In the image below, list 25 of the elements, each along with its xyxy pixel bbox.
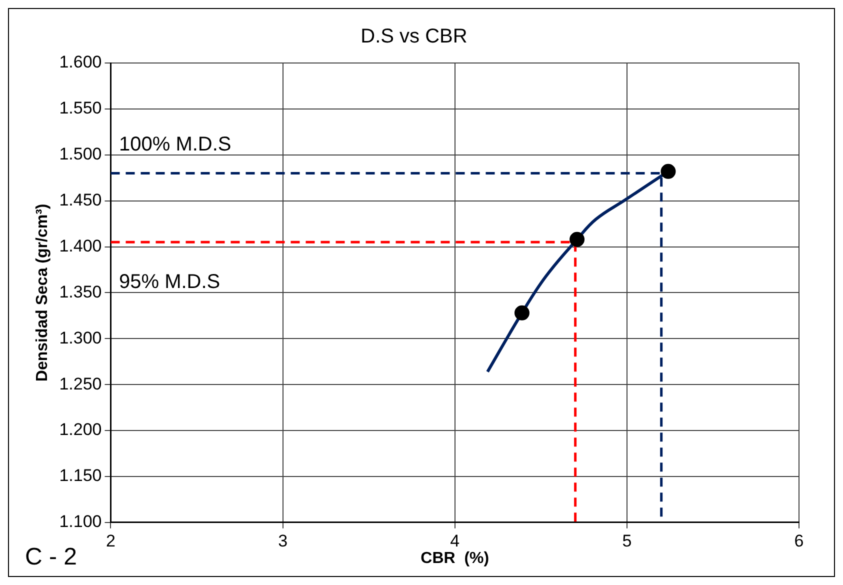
- x-tick-label: 5: [622, 531, 632, 550]
- x-tick-label: 6: [794, 531, 804, 550]
- x-axis-title: CBR (%): [420, 550, 490, 567]
- x-tick-label: 4: [450, 531, 460, 550]
- y-tick-label: 1.400: [59, 236, 102, 256]
- annotation: 95% M.D.S: [119, 271, 220, 294]
- y-tick-label: 1.550: [59, 98, 102, 118]
- point: [660, 164, 676, 179]
- y-tick-label: 1.600: [59, 52, 102, 72]
- y-tick-label: 1.250: [59, 374, 102, 394]
- chart-title: D.S vs CBR: [360, 26, 468, 48]
- y-axis-title: Densidad Seca (gr/cm³): [34, 204, 52, 382]
- annotation: 100% M.D.S: [119, 133, 232, 156]
- y-tick-label: 1.350: [59, 282, 102, 302]
- y-tick-label: 1.500: [59, 144, 102, 164]
- y-tick-label: 1.450: [59, 190, 102, 210]
- x-tick-label: 2: [106, 531, 116, 550]
- x-tick-label: 3: [278, 531, 288, 550]
- y-tick-label: 1.300: [59, 328, 102, 348]
- y-tick-label: 1.150: [59, 466, 102, 486]
- point: [570, 232, 585, 247]
- y-tick-label: 1.100: [59, 512, 102, 532]
- point: [514, 305, 530, 320]
- y-tick-label: 1.200: [59, 420, 102, 440]
- text: C - 2: [25, 544, 78, 571]
